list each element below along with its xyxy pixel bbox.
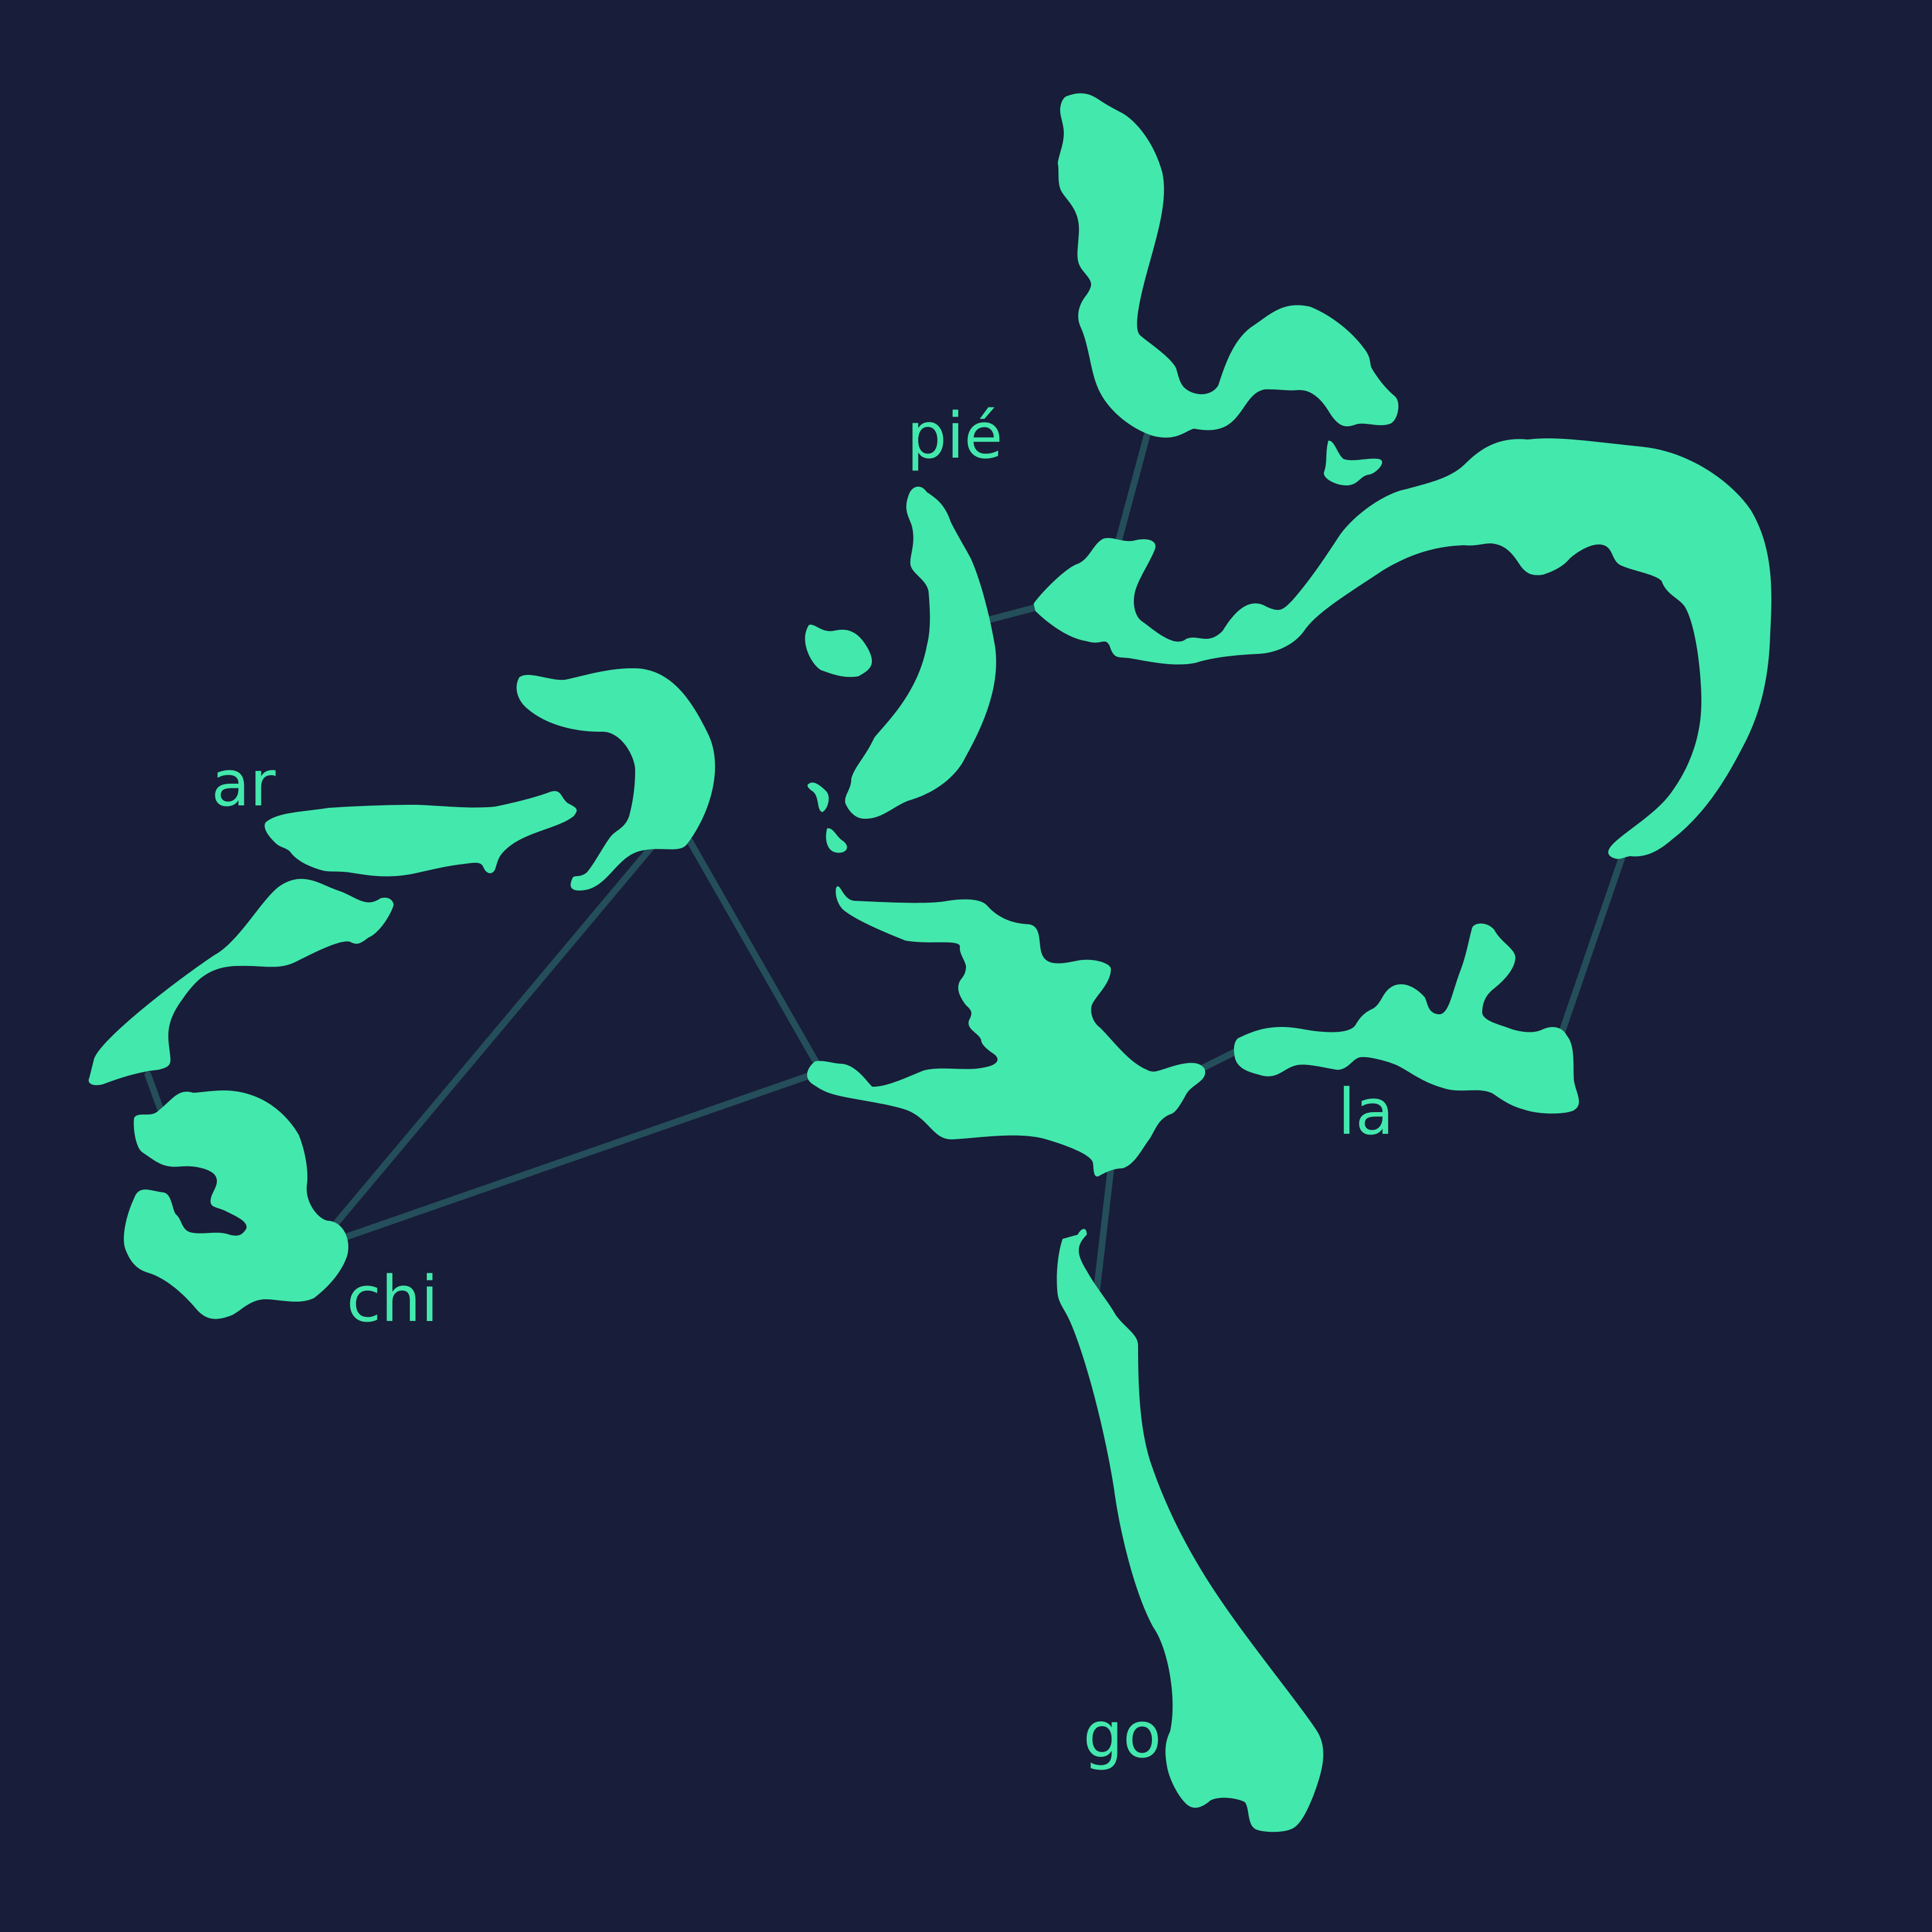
connector-chi-ar xyxy=(325,836,662,1235)
island-pebble-a xyxy=(805,624,872,677)
connector-pie-north xyxy=(1110,431,1151,562)
connector-center-go xyxy=(1092,1165,1115,1302)
label-chi: chi xyxy=(347,1262,438,1336)
connector-pie-east xyxy=(977,603,1042,625)
island-north-tall xyxy=(1058,93,1399,438)
island-ar-hook xyxy=(516,668,715,891)
connector-lines xyxy=(144,431,1628,1302)
island-west-tongue xyxy=(88,878,394,1086)
islands xyxy=(88,93,1771,1832)
island-pebble-b xyxy=(807,782,829,812)
island-north-fleck xyxy=(1323,440,1383,485)
connector-ar-west xyxy=(144,1071,164,1112)
label-pie: pié xyxy=(907,399,1003,473)
island-go xyxy=(1057,1229,1323,1832)
island-pebble-c xyxy=(826,828,847,853)
island-east-loop xyxy=(1034,438,1771,859)
label-go: go xyxy=(1083,1698,1162,1772)
connector-ar-center xyxy=(682,830,822,1069)
label-ar: ar xyxy=(211,747,276,820)
island-central xyxy=(807,886,1206,1177)
label-la: la xyxy=(1338,1075,1394,1149)
connector-chi-center xyxy=(331,1071,816,1244)
map-labels: pié ar chi la go xyxy=(211,399,1394,1772)
island-chi xyxy=(124,1090,348,1319)
island-pie-crescent xyxy=(845,486,996,819)
island-ar-bar xyxy=(264,791,577,877)
island-la xyxy=(1233,923,1579,1114)
connector-east-la xyxy=(1554,848,1628,1048)
